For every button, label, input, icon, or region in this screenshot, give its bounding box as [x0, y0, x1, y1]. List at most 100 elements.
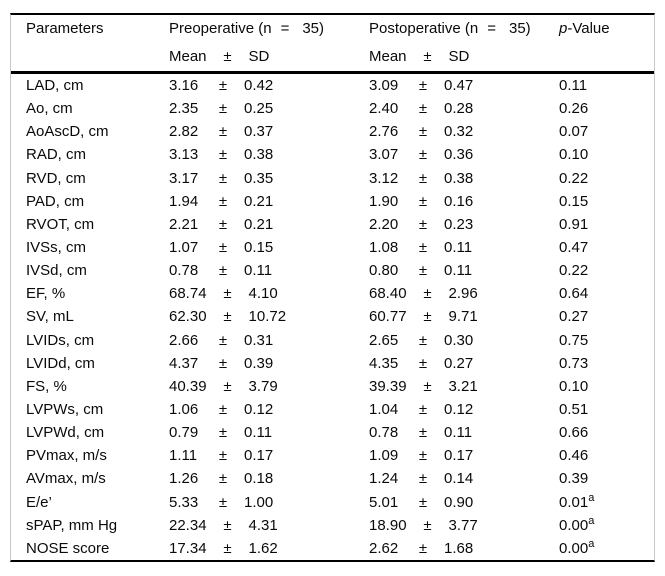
- plus-minus-sign: ±: [218, 493, 228, 511]
- preoperative-sd-value: 0.37: [244, 123, 274, 141]
- postoperative-cell: 5.01 ±0.90: [369, 491, 559, 514]
- table-row: PAD, cm 1.94 ±0.21 1.90 ±0.16 0.15: [11, 190, 654, 213]
- preoperative-sd-value: 3.79: [248, 377, 278, 395]
- p-value-cell: 0.22: [559, 259, 654, 282]
- parameter-cell: FS, %: [26, 377, 67, 395]
- table-row: RVD, cm 3.17 ±0.35 3.12 ±0.38 0.22: [11, 167, 654, 190]
- table-row: RAD, cm 3.13 ±0.38 3.07 ±0.36 0.10: [11, 143, 654, 166]
- preoperative-mean-value: 3.17: [169, 169, 199, 187]
- mean-header-label: Mean: [369, 48, 407, 65]
- p-value: 0.75: [559, 331, 589, 349]
- preoperative-mean-value: 17.34: [169, 539, 207, 557]
- postoperative-sd-value: 1.68: [444, 539, 474, 557]
- preoperative-mean-value: 68.74: [169, 285, 207, 303]
- plus-minus-sign: ±: [223, 539, 232, 557]
- table-row: FS, % 40.39 ±3.79 39.39 ±3.21 0.10: [11, 375, 654, 398]
- preoperative-mean-value: 2.82: [169, 123, 199, 141]
- plus-minus-sign: ±: [418, 447, 428, 465]
- parameter-cell: LVIDd, cm: [26, 354, 95, 372]
- preoperative-sd-value: 0.25: [244, 100, 274, 118]
- significance-superscript: a: [588, 491, 595, 504]
- header-postoperative: Postoperative (n = 35): [369, 15, 559, 43]
- postoperative-mean-value: 3.07: [369, 146, 399, 164]
- preoperative-sd-value: 0.21: [244, 215, 274, 233]
- postoperative-sd-value: 0.90: [444, 493, 474, 511]
- plus-minus-sign: ±: [418, 424, 428, 442]
- p-value-cell: 0.07: [559, 120, 654, 143]
- preoperative-sd-value: 0.38: [244, 146, 274, 164]
- plus-minus-sign: ±: [218, 123, 228, 141]
- pvalue-italic-p: p: [559, 20, 568, 37]
- header-parameters: Parameters: [26, 20, 104, 37]
- p-value-cell: 0.91: [559, 213, 654, 236]
- parameter-cell: IVSs, cm: [26, 238, 87, 256]
- postoperative-cell: 3.09 ±0.47: [369, 74, 559, 97]
- p-value-cell: 0.51: [559, 398, 654, 421]
- plus-minus-sign: ±: [418, 123, 428, 141]
- postoperative-mean-value: 68.40: [369, 285, 407, 303]
- preoperative-sd-value: 0.31: [244, 331, 274, 349]
- parameter-cell: LVIDs, cm: [26, 331, 95, 349]
- p-value-cell: 0.39: [559, 467, 654, 490]
- postoperative-mean-value: 3.12: [369, 169, 399, 187]
- postoperative-mean-value: 1.90: [369, 192, 399, 210]
- preoperative-sd-value: 1.00: [244, 493, 274, 511]
- preoperative-cell: 1.06 ±0.12: [169, 398, 369, 421]
- p-value-cell: 0.00a: [559, 537, 654, 560]
- p-value: 0.91: [559, 215, 589, 233]
- p-value-cell: 0.73: [559, 352, 654, 375]
- parameter-cell: AVmax, m/s: [26, 470, 106, 488]
- postoperative-sd-value: 0.11: [444, 262, 473, 280]
- postoperative-cell: 2.62 ±1.68: [369, 537, 559, 560]
- header-preoperative-stats: Mean ± SD: [169, 43, 369, 71]
- significance-superscript: a: [588, 514, 595, 527]
- postoperative-cell: 2.20 ±0.23: [369, 213, 559, 236]
- plus-minus-sign: ±: [418, 262, 428, 280]
- p-value-cell: 0.26: [559, 97, 654, 120]
- preoperative-cell: 2.21 ±0.21: [169, 213, 369, 236]
- p-value: 0.73: [559, 354, 589, 372]
- parameter-cell: RVD, cm: [26, 169, 86, 187]
- preoperative-mean-value: 0.79: [169, 424, 199, 442]
- preoperative-cell: 17.34 ±1.62: [169, 537, 369, 560]
- plus-minus-sign: ±: [223, 377, 232, 395]
- parameter-cell: Ao, cm: [26, 100, 73, 118]
- plus-minus-sign: ±: [418, 77, 428, 94]
- header-row-stats: Mean ± SD Mean ± SD: [11, 43, 654, 71]
- postoperative-cell: 18.90 ±3.77: [369, 514, 559, 537]
- postoperative-sd-value: 3.77: [448, 516, 478, 534]
- postoperative-mean-value: 0.78: [369, 424, 399, 442]
- significance-superscript: a: [588, 537, 595, 550]
- postoperative-sd-value: 0.27: [444, 354, 474, 372]
- preoperative-mean-value: 3.13: [169, 146, 199, 164]
- postoperative-mean-value: 2.65: [369, 331, 399, 349]
- plus-minus-sign: ±: [218, 400, 228, 418]
- plus-minus-sign: ±: [418, 100, 428, 118]
- p-value: 0.07: [559, 123, 589, 141]
- p-value: 0.39: [559, 470, 589, 488]
- plus-minus-sign: ±: [418, 146, 428, 164]
- plus-minus-sign: ±: [418, 238, 428, 256]
- plus-minus-sign: ±: [218, 100, 228, 118]
- plus-minus-sign: ±: [423, 516, 432, 534]
- parameter-cell: IVSd, cm: [26, 262, 87, 280]
- preoperative-mean-value: 1.06: [169, 400, 199, 418]
- postoperative-cell: 1.04 ±0.12: [369, 398, 559, 421]
- p-value-cell: 0.46: [559, 444, 654, 467]
- preoperative-cell: 40.39 ±3.79: [169, 375, 369, 398]
- plus-minus-sign: ±: [218, 238, 228, 256]
- p-value-cell: 0.10: [559, 143, 654, 166]
- preoperative-equals-sign: =: [280, 20, 290, 37]
- parameter-cell: LVPWs, cm: [26, 400, 104, 418]
- preoperative-mean-value: 0.78: [169, 262, 199, 280]
- plus-minus-sign: ±: [223, 516, 232, 534]
- parameter-cell: LAD, cm: [26, 77, 84, 94]
- postoperative-cell: 60.77 ±9.71: [369, 305, 559, 328]
- postoperative-sd-value: 0.30: [444, 331, 474, 349]
- header-pvalue-spacer: [559, 43, 654, 71]
- plus-minus-sign: ±: [223, 308, 232, 326]
- postoperative-cell: 2.76 ±0.32: [369, 120, 559, 143]
- postoperative-sd-value: 0.11: [444, 424, 473, 442]
- p-value-cell: 0.64: [559, 282, 654, 305]
- postoperative-sd-value: 0.11: [444, 238, 473, 256]
